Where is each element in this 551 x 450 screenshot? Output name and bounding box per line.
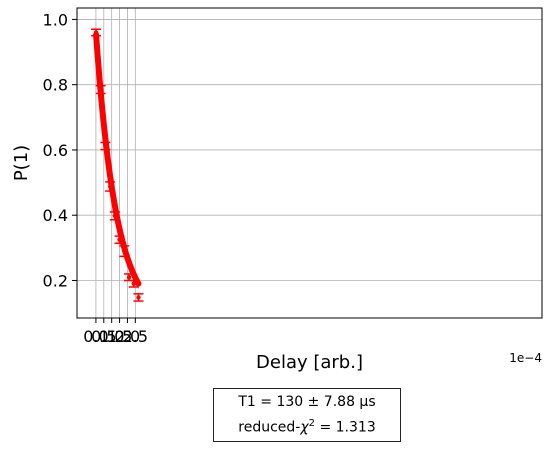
data-marker xyxy=(103,143,108,149)
y-tick-label: 0.8 xyxy=(43,76,68,95)
fit-chi2-text: reduced-χ2 = 1.313 xyxy=(218,413,396,439)
data-marker xyxy=(93,30,99,35)
y-tick-label: 0.4 xyxy=(43,206,68,225)
axis-ticks: 0.00.51.01.52.02.50.20.40.60.81.0 xyxy=(43,10,149,346)
data-marker xyxy=(126,275,132,280)
x-axis-label: Delay [arb.] xyxy=(256,352,363,373)
fit-chi2-prefix: reduced- xyxy=(238,419,301,436)
x-tick-label: 2.5 xyxy=(123,327,148,346)
x-axis-offset-label: 1e−4 xyxy=(509,351,542,365)
y-tick-label: 1.0 xyxy=(43,10,68,29)
data-marker xyxy=(117,237,122,242)
y-axis-label: P(1) xyxy=(11,145,32,181)
y-tick-label: 0.2 xyxy=(43,271,68,290)
data-marker xyxy=(122,248,127,254)
y-tick-label: 0.6 xyxy=(43,141,68,160)
data-point xyxy=(100,141,111,151)
data-marker xyxy=(112,213,118,219)
data-marker xyxy=(131,281,136,286)
data-point xyxy=(114,235,125,245)
grid-lines xyxy=(77,8,542,318)
confidence-band xyxy=(96,27,139,290)
confidence-band-layer xyxy=(96,27,139,290)
data-point xyxy=(105,181,116,192)
data-point xyxy=(95,84,106,95)
data-point xyxy=(133,293,144,302)
fit-curve-layer xyxy=(93,31,142,287)
data-points-layer xyxy=(91,28,144,302)
fit-results-box: T1 = 130 ± 7.88 µs reduced-χ2 = 1.313 xyxy=(213,388,401,442)
fit-chi2-symbol: χ xyxy=(300,419,309,436)
data-marker xyxy=(136,295,141,300)
data-marker xyxy=(98,87,103,92)
data-point xyxy=(91,28,102,37)
x-tick-label: 1.5 xyxy=(107,327,132,346)
x-tick-label: 2.0 xyxy=(115,327,140,346)
fit-chi2-sup: 2 xyxy=(308,418,316,429)
x-tick-label: 0.0 xyxy=(83,327,108,346)
fit-t1-text: T1 = 130 ± 7.88 µs xyxy=(238,394,376,410)
x-tick-label: 1.0 xyxy=(99,327,124,346)
fit-chi2-value: = 1.313 xyxy=(315,419,376,436)
data-marker xyxy=(107,184,113,189)
data-point xyxy=(109,211,120,221)
plot-frame xyxy=(76,7,543,319)
fit-curve xyxy=(93,31,142,287)
x-tick-label: 0.5 xyxy=(91,327,116,346)
data-point xyxy=(119,245,130,258)
data-point xyxy=(128,279,139,288)
